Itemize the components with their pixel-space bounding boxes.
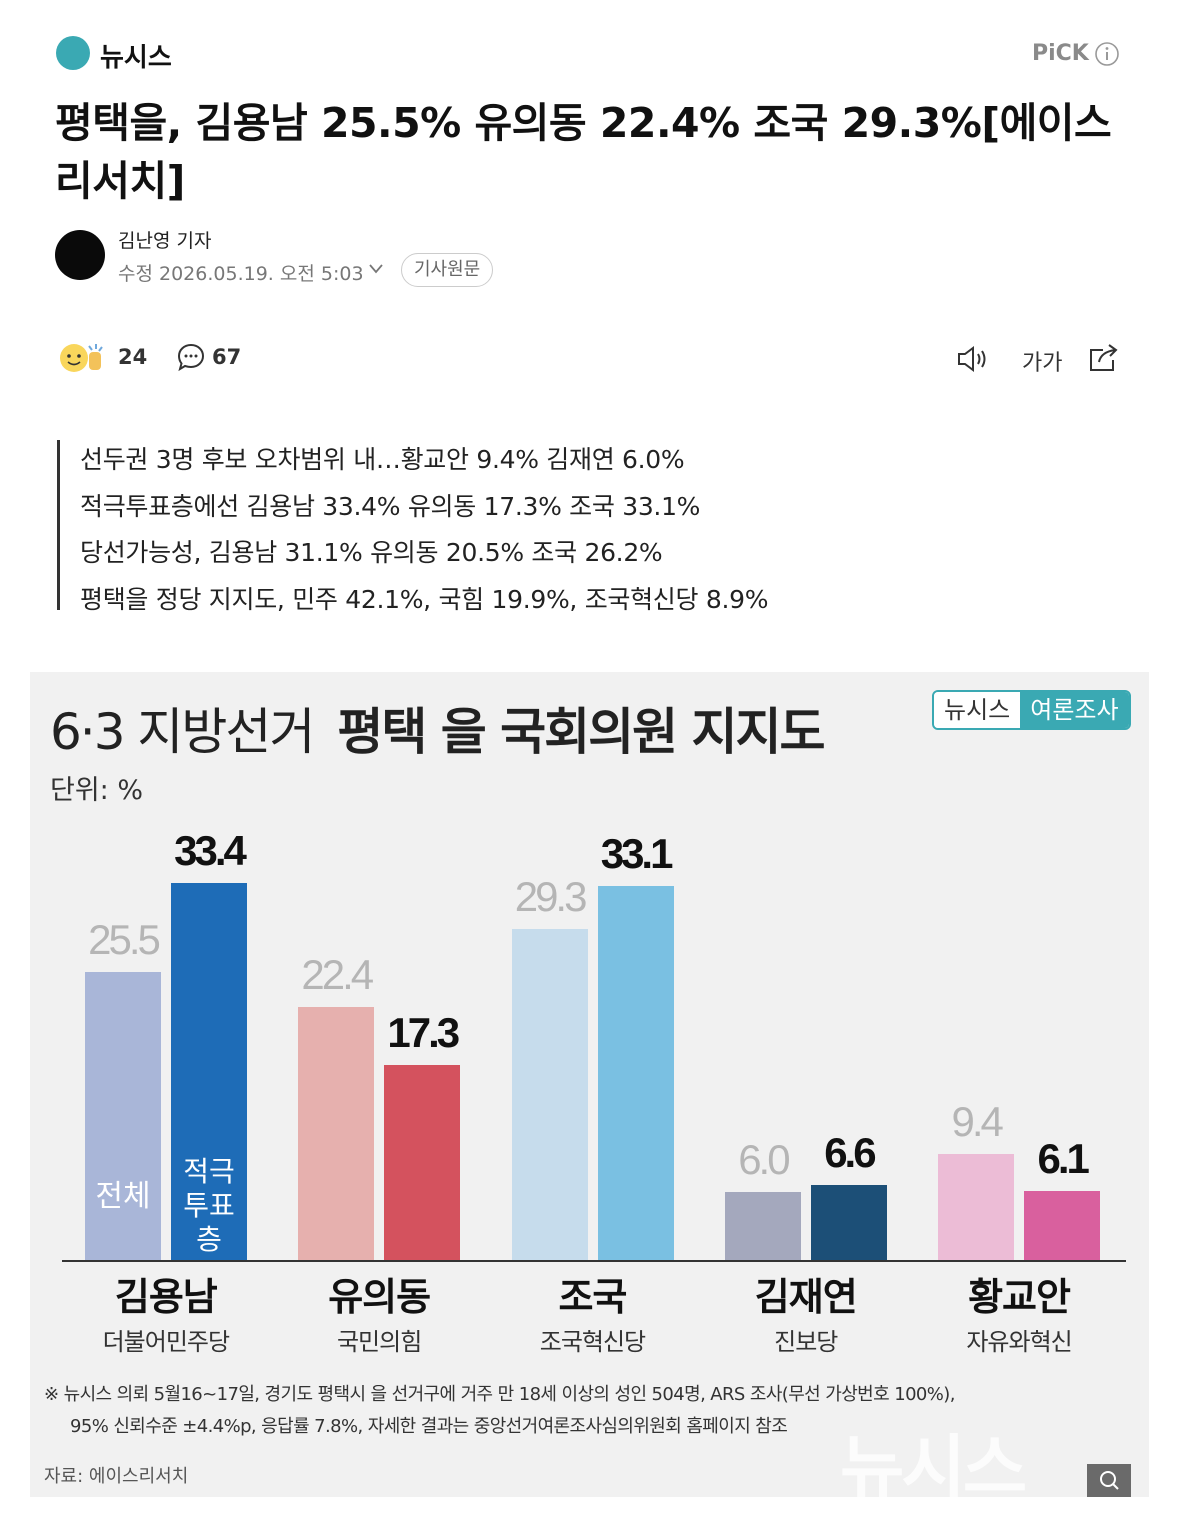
x-axis-line — [62, 1260, 1126, 1262]
pick-label[interactable]: PiCK — [1032, 41, 1089, 66]
chart-note: ※ 뉴시스 의뢰 5월16~17일, 경기도 평택시 을 선거구에 거주 만 1… — [44, 1384, 955, 1405]
value-label: 6.1 — [1037, 1135, 1089, 1183]
font-size-button[interactable]: 가가 — [1022, 351, 1063, 376]
party-label: 자유와혁신 — [966, 1328, 1072, 1356]
chart[interactable]: 6·3 지방선거 평택 을 국회의원 지지도 뉴시스 여론조사 단위: % ※ … — [30, 672, 1149, 1497]
party-label: 조국혁신당 — [539, 1328, 646, 1356]
value-label: 25.5 — [88, 915, 161, 963]
category-label: 김재연 — [754, 1275, 858, 1319]
like-count[interactable]: 24 — [118, 345, 148, 369]
summary-line: 적극투표층에선 김용남 33.4% 유의동 17.3% 조국 33.1% — [80, 492, 701, 521]
badge-label: 여론조사 — [1020, 692, 1129, 728]
bar — [810, 1185, 887, 1260]
chart-badge: 뉴시스 여론조사 — [932, 690, 1131, 730]
bar — [171, 882, 247, 1260]
info-icon[interactable] — [1094, 41, 1120, 67]
unit-label: 단위: % — [50, 775, 144, 806]
modified-date[interactable]: 수정 2026.05.19. 오전 5:03 — [118, 263, 364, 285]
bar — [85, 971, 161, 1260]
original-link[interactable]: 기사원문 — [401, 253, 494, 287]
value-label: 33.4 — [174, 826, 247, 874]
date-chevron[interactable] — [368, 262, 384, 276]
reporter-name[interactable]: 김난영 기자 — [118, 230, 212, 252]
series-label: 적극투표층 — [183, 1155, 235, 1256]
summary-line: 선두권 3명 후보 오차범위 내…황교안 9.4% 김재연 6.0% — [80, 445, 685, 474]
value-label: 6.6 — [824, 1129, 876, 1177]
watermark: 뉴시스 — [840, 1427, 1027, 1497]
party-label: 진보당 — [774, 1328, 838, 1356]
reaction-emoji[interactable] — [58, 340, 110, 374]
value-label: 6.0 — [738, 1136, 790, 1184]
value-label: 29.3 — [514, 872, 588, 920]
bar — [298, 1006, 375, 1260]
chart-title-bold: 평택 을 국회의원 지지도 — [337, 703, 825, 761]
bar — [938, 1153, 1015, 1260]
comment-count[interactable]: 67 — [212, 345, 242, 369]
value-label: 17.3 — [387, 1008, 460, 1056]
chart-source: 자료: 에이스리서치 — [44, 1466, 189, 1487]
value-label: 33.1 — [600, 829, 674, 877]
party-label: 국민의힘 — [336, 1328, 422, 1356]
bar — [511, 928, 588, 1260]
press-logo[interactable] — [56, 36, 90, 70]
chart-note: 95% 신뢰수준 ±4.4%p, 응답률 7.8%, 자세한 결과는 중앙선거여… — [70, 1416, 788, 1437]
zoom-icon[interactable] — [1087, 1464, 1131, 1497]
bar — [1024, 1191, 1101, 1260]
summary-line: 당선가능성, 김용남 31.1% 유의동 20.5% 조국 26.2% — [80, 538, 663, 567]
press-name[interactable]: 뉴시스 — [100, 43, 172, 73]
chart-title: 6·3 지방선거 평택 을 국회의원 지지도 — [50, 692, 826, 764]
category-label: 유의동 — [328, 1275, 431, 1319]
article-title: 평택을, 김용남 25.5% 유의동 22.4% 조국 29.3%[에이스리서치… — [55, 99, 1112, 205]
party-label: 더불어민주당 — [102, 1328, 230, 1356]
summary-line: 평택을 정당 지지도, 민주 42.1%, 국힘 19.9%, 조국혁신당 8.… — [80, 585, 769, 614]
category-label: 김용남 — [114, 1275, 218, 1319]
badge-press: 뉴시스 — [934, 692, 1021, 728]
category-label: 조국 — [558, 1275, 627, 1319]
share-icon[interactable] — [1087, 342, 1121, 374]
value-label: 22.4 — [301, 950, 374, 998]
speaker-icon[interactable] — [956, 344, 990, 374]
series-label: 전체 — [95, 1179, 151, 1214]
chart-title-light: 6·3 지방선거 — [50, 703, 315, 761]
reporter-avatar[interactable] — [54, 229, 106, 281]
summary-bar — [57, 440, 60, 610]
bar — [724, 1192, 801, 1260]
category-label: 황교안 — [968, 1275, 1071, 1319]
bar — [384, 1064, 461, 1260]
value-label: 9.4 — [951, 1097, 1003, 1145]
comment-icon[interactable] — [176, 342, 206, 372]
bar — [597, 885, 674, 1260]
